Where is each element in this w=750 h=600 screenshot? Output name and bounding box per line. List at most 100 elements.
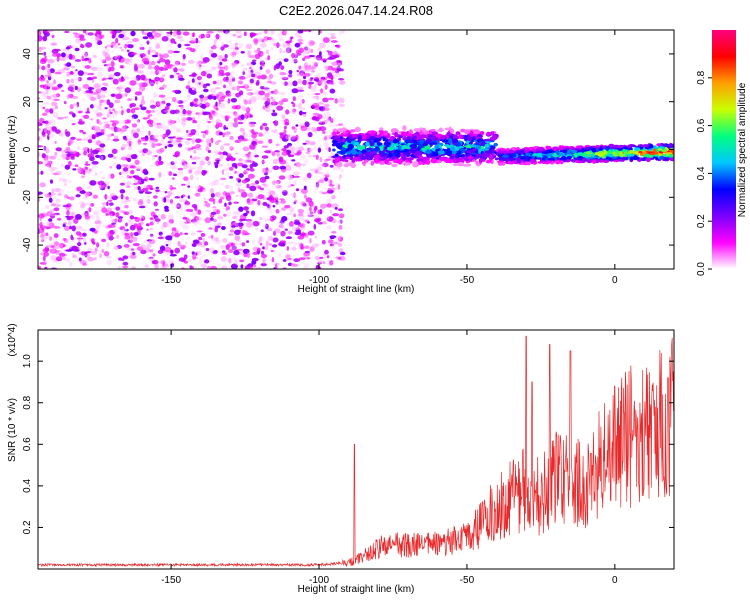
heatmap-cell: [131, 248, 134, 251]
heatmap-cell: [334, 182, 341, 185]
heatmap-cell: [669, 157, 674, 162]
heatmap-cell: [198, 185, 201, 190]
heatmap-cell: [187, 164, 193, 170]
heatmap-cell: [339, 219, 343, 224]
heatmap-cell: [201, 169, 206, 176]
heatmap-cell: [369, 141, 375, 147]
heatmap-cell: [347, 134, 354, 138]
heatmap-cell: [205, 209, 211, 213]
heatmap-cell: [49, 225, 55, 229]
heatmap-cell: [656, 143, 662, 147]
heatmap-cell: [329, 260, 334, 266]
heatmap-cell: [181, 183, 186, 186]
heatmap-cell: [407, 157, 414, 161]
heatmap-cell: [79, 129, 84, 133]
heatmap-cell: [212, 198, 216, 205]
heatmap-cell: [53, 244, 60, 250]
heatmap-cell: [317, 262, 322, 265]
heatmap-cell: [62, 223, 66, 228]
heatmap-cell: [234, 235, 241, 241]
heatmap-cell: [118, 33, 125, 39]
heatmap-cell: [199, 160, 206, 166]
heatmap-cell: [396, 159, 403, 165]
heatmap-cell: [200, 54, 204, 60]
heatmap-cell: [239, 188, 246, 193]
heatmap-cell: [297, 89, 305, 92]
heatmap-cell: [147, 66, 154, 70]
heatmap-cell: [63, 182, 68, 187]
heatmap-cell: [194, 79, 201, 85]
heatmap-cell: [237, 162, 244, 167]
heatmap-cell: [166, 162, 171, 167]
heatmap-cell: [212, 43, 218, 50]
heatmap-cell: [183, 164, 188, 170]
heatmap-cell: [98, 171, 104, 174]
heatmap-cell: [264, 217, 270, 222]
heatmap-cell: [586, 158, 593, 164]
heatmap-cell: [234, 229, 241, 236]
heatmap-cell: [191, 72, 197, 78]
heatmap-cell: [184, 43, 191, 47]
heatmap-cell: [181, 117, 188, 122]
heatmap-cell: [238, 85, 246, 89]
heatmap-cell: [156, 122, 162, 126]
heatmap-cell: [70, 136, 76, 140]
heatmap-cell: [99, 154, 106, 161]
heatmap-cell: [172, 173, 178, 177]
heatmap-cell: [191, 100, 198, 104]
heatmap-cell: [195, 216, 202, 222]
heatmap-cell: [210, 265, 217, 269]
heatmap-cell: [304, 219, 310, 223]
heatmap-cell: [223, 213, 227, 217]
heatmap-cell: [380, 145, 384, 152]
heatmap-cell: [314, 218, 321, 223]
heatmap-cell: [457, 150, 462, 155]
heatmap-cell: [402, 125, 407, 131]
heatmap-cell: [208, 114, 213, 121]
heatmap-cell: [205, 156, 210, 162]
heatmap-cell: [322, 131, 326, 134]
heatmap-cell: [39, 216, 42, 222]
heatmap-cell: [249, 96, 257, 102]
heatmap-cell: [47, 71, 52, 78]
heatmap-cell: [221, 169, 225, 175]
heatmap-cell: [304, 245, 310, 249]
heatmap-cell: [324, 80, 327, 85]
heatmap-cell: [140, 214, 144, 219]
heatmap-cell: [61, 153, 68, 159]
heatmap-cell: [311, 65, 316, 70]
heatmap-cell: [378, 130, 385, 134]
heatmap-cell: [57, 188, 65, 195]
heatmap-cell: [49, 236, 52, 241]
heatmap-cell: [258, 140, 264, 145]
heatmap-cell: [39, 182, 46, 188]
heatmap-cell: [331, 219, 337, 224]
heatmap-cell: [152, 139, 160, 145]
heatmap-cell: [124, 119, 132, 124]
heatmap-cell: [326, 50, 330, 53]
heatmap-cell: [594, 152, 600, 155]
heatmap-cell: [228, 92, 235, 95]
heatmap-cell: [76, 186, 83, 192]
heatmap-cell: [154, 32, 162, 38]
heatmap-cell: [354, 126, 361, 133]
heatmap-cell: [150, 49, 157, 53]
heatmap-cell: [111, 122, 117, 127]
heatmap-cell: [46, 30, 54, 33]
heatmap-cell: [339, 142, 345, 145]
heatmap-cell: [311, 126, 316, 132]
heatmap-cell: [187, 147, 191, 152]
heatmap-cell: [111, 34, 116, 39]
heatmap-cell: [265, 49, 270, 55]
heatmap-cell: [619, 151, 623, 157]
heatmap-cell: [174, 204, 181, 207]
heatmap-cell: [595, 145, 601, 148]
heatmap-cell: [82, 131, 86, 135]
heatmap-cell: [92, 55, 97, 58]
heatmap-cell: [41, 236, 49, 240]
heatmap-cell: [41, 239, 45, 243]
heatmap-cell: [240, 33, 243, 36]
heatmap-cell: [322, 261, 326, 265]
heatmap-cell: [264, 150, 272, 154]
heatmap-cell: [152, 253, 157, 256]
